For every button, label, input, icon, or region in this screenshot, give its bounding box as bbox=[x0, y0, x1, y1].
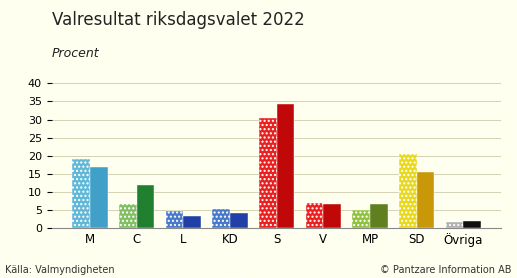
Bar bbox=[183, 216, 201, 228]
Bar bbox=[370, 204, 388, 228]
Bar bbox=[230, 213, 248, 228]
Bar bbox=[72, 159, 90, 228]
Bar bbox=[417, 172, 434, 228]
Bar bbox=[352, 210, 370, 228]
Text: © Pantzare Information AB: © Pantzare Information AB bbox=[381, 265, 512, 275]
Text: Källa: Valmyndigheten: Källa: Valmyndigheten bbox=[5, 265, 115, 275]
Bar bbox=[306, 203, 323, 228]
Bar bbox=[136, 185, 154, 228]
Text: Valresultat riksdagsvalet 2022: Valresultat riksdagsvalet 2022 bbox=[52, 11, 305, 29]
Bar bbox=[90, 167, 108, 228]
Bar bbox=[277, 104, 294, 228]
Bar bbox=[119, 204, 136, 228]
Bar bbox=[259, 118, 277, 228]
Bar bbox=[463, 222, 481, 228]
Bar bbox=[446, 222, 463, 228]
Bar bbox=[212, 209, 230, 228]
Bar bbox=[323, 204, 341, 228]
Bar bbox=[165, 211, 183, 228]
Text: Procent: Procent bbox=[52, 47, 99, 60]
Legend: Riket, Gotlands län: Riket, Gotlands län bbox=[153, 274, 329, 278]
Bar bbox=[399, 154, 417, 228]
